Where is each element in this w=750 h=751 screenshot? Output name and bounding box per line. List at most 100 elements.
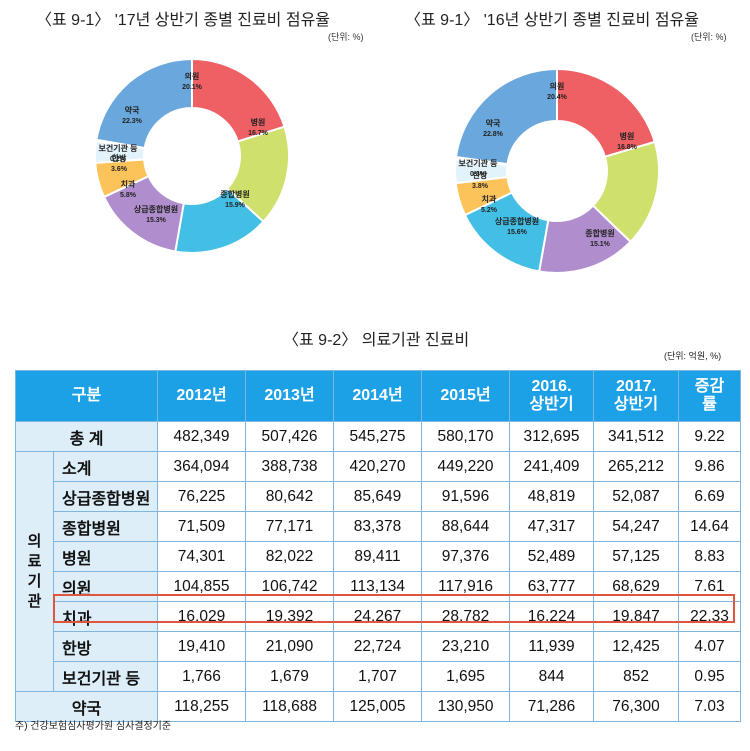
table-row: 상급종합병원 76,225 80,642 85,649 91,596 48,819 52,0… <box>16 481 742 512</box>
value-cell: 71,509 <box>157 511 247 542</box>
value-cell: 420,270 <box>333 451 423 482</box>
slice-value: 22.8% <box>483 131 504 138</box>
value-cell: 14.64 <box>678 511 742 542</box>
value-cell: 28,782 <box>421 601 511 632</box>
table-row: 병원 74,301 82,022 89,411 97,376 52,489 57,125 8.… <box>16 541 742 572</box>
medical-cost-table: 구분 2012년 2013년 2014년 2015년 2016. 상반기 2017. 상반기 증감… <box>14 370 742 722</box>
value-cell: 83,378 <box>333 511 423 542</box>
value-cell: 844 <box>509 661 595 692</box>
slice-label: 보건기관 등 <box>458 158 498 168</box>
value-cell: 88,644 <box>421 511 511 542</box>
value-cell: 482,349 <box>157 421 247 452</box>
value-cell: 507,426 <box>245 421 335 452</box>
value-cell: 16,224 <box>509 601 595 632</box>
value-cell: 77,171 <box>245 511 335 542</box>
slice-value: 15.1% <box>590 241 611 248</box>
value-cell: 82,022 <box>245 541 335 572</box>
value-cell: 52,087 <box>593 481 680 512</box>
value-cell: 54,247 <box>593 511 680 542</box>
header-cell: 2013년 <box>245 370 335 422</box>
table-unit: (단위: 억원, %) <box>664 351 722 361</box>
row-label: 소계 <box>52 451 159 482</box>
chart1-unit: (단위: %) <box>328 32 364 42</box>
slice-label: 약국 <box>125 105 140 115</box>
value-cell: 9.22 <box>678 421 742 452</box>
value-cell: 19,410 <box>157 631 247 662</box>
table-row: 보건기관 등 1,766 1,679 1,707 1,695 844 852 0.95 <box>16 661 742 692</box>
value-cell: 4.07 <box>678 631 742 662</box>
value-cell: 341,512 <box>593 421 680 452</box>
value-cell: 0.95 <box>678 661 742 692</box>
slice-0 <box>191 57 286 143</box>
value-cell: 21,090 <box>245 631 335 662</box>
slice-7 <box>454 67 558 166</box>
value-cell: 80,642 <box>245 481 335 512</box>
header-cell: 구분 <box>14 370 159 422</box>
value-cell: 312,695 <box>509 421 595 452</box>
value-cell: 1,766 <box>157 661 247 692</box>
value-cell: 68,629 <box>593 571 680 602</box>
row-label: 총 계 <box>14 421 159 452</box>
value-cell: 241,409 <box>509 451 595 482</box>
table-title: 〈표 9-2〉 의료기관 진료비 <box>283 332 470 349</box>
row-label: 병원 <box>52 541 159 572</box>
slice-label: 병원 <box>251 117 266 127</box>
value-cell: 19,392 <box>245 601 335 632</box>
row-label: 약국 <box>14 691 159 722</box>
header-cell: 2016. 상반기 <box>509 370 595 422</box>
value-cell: 1,679 <box>245 661 335 692</box>
value-cell: 130,950 <box>421 691 511 722</box>
value-cell: 19,847 <box>593 601 680 632</box>
value-cell: 545,275 <box>333 421 423 452</box>
value-cell: 449,220 <box>421 451 511 482</box>
value-cell: 76,300 <box>593 691 680 722</box>
value-cell: 118,255 <box>157 691 247 722</box>
value-cell: 388,738 <box>245 451 335 482</box>
slice-label: 종합병원 <box>220 189 249 199</box>
donut-chart-2016: 의원 20.4% 병원 16.8% 상급종합병원 15.6% 종합병원 15.1% 치과 5.2%… <box>454 67 660 274</box>
slice-value: 3.8% <box>472 183 489 190</box>
row-label: 의원 <box>52 571 159 602</box>
value-cell: 364,094 <box>157 451 247 482</box>
slice-label: 한방 <box>112 153 127 163</box>
slice-value: 16.7% <box>248 130 269 137</box>
slice-value: 0.2% <box>110 156 127 163</box>
value-cell: 52,489 <box>509 541 595 572</box>
slice-value: 5.8% <box>120 192 137 199</box>
value-cell: 12,425 <box>593 631 680 662</box>
value-cell: 6.69 <box>678 481 742 512</box>
table-row: 종합병원 71,509 77,171 83,378 88,644 47,317 54,247… <box>16 511 742 542</box>
value-cell: 580,170 <box>421 421 511 452</box>
slice-value: 16.8% <box>617 144 638 151</box>
table-row: 치과 16,029 19,392 24,267 28,782 16,224 19,847 22… <box>16 601 742 632</box>
slice-label: 보건기관 등 <box>98 143 138 153</box>
value-cell: 9.86 <box>678 451 742 482</box>
slice-label: 상급종합병원 <box>134 204 178 214</box>
value-cell: 7.03 <box>678 691 742 722</box>
value-cell: 24,267 <box>333 601 423 632</box>
row-label: 치과 <box>52 601 159 632</box>
value-cell: 22,724 <box>333 631 423 662</box>
slice-7 <box>95 57 193 150</box>
value-cell: 8.83 <box>678 541 742 572</box>
slice-label: 상급종합병원 <box>495 216 539 226</box>
header-cell: 2017. 상반기 <box>593 370 680 422</box>
value-cell: 57,125 <box>593 541 680 572</box>
value-cell: 85,649 <box>333 481 423 512</box>
value-cell: 71,286 <box>509 691 595 722</box>
chart1-title: 〈표 9-1〉 '17년 상반기 종별 진료비 점유율 <box>36 12 331 29</box>
value-cell: 117,916 <box>421 571 511 602</box>
value-cell: 1,695 <box>421 661 511 692</box>
value-cell: 11,939 <box>509 631 595 662</box>
slice-value: 0.3% <box>470 171 487 178</box>
total-row: 총 계 482,349 507,426 545,275 580,170 312,695 34… <box>14 421 742 452</box>
value-cell: 48,819 <box>509 481 595 512</box>
slice-value: 15.3% <box>146 217 167 224</box>
slice-label: 종합병원 <box>585 228 614 238</box>
value-cell: 104,855 <box>157 571 247 602</box>
slice-label: 치과 <box>482 194 497 204</box>
slice-value: 5.2% <box>481 207 498 214</box>
value-cell: 22.33 <box>678 601 742 632</box>
row-label: 보건기관 등 <box>52 661 159 692</box>
slice-label: 약국 <box>486 118 501 128</box>
